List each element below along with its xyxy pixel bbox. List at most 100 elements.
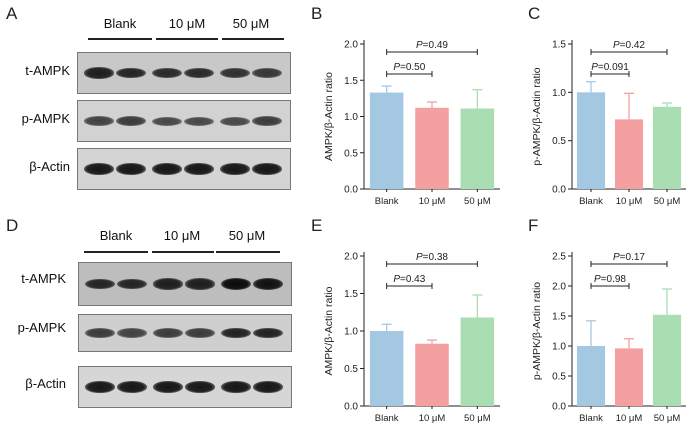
- blot-a-group-bar: [156, 38, 218, 40]
- bar-chart-e-sig-label: P=0.43: [393, 274, 425, 285]
- bar-chart-c-y-tick-label: 0.5: [552, 136, 566, 147]
- bar-chart-c-sig-label: P=0.091: [591, 62, 629, 73]
- blot-band: [85, 328, 116, 338]
- blot-a-membrane-actin: [77, 148, 291, 190]
- blot-d-row-label: β-Actin: [25, 376, 66, 391]
- blot-band: [183, 116, 214, 126]
- bar-chart-e-y-tick-label: 1.0: [344, 327, 358, 338]
- blot-band: [252, 278, 283, 290]
- bar-chart-b-y-tick-label: 1.5: [344, 76, 358, 87]
- bar-chart-b-sig-label: P=0.50: [393, 62, 425, 73]
- blot-d-group-label: 50 μM: [228, 228, 266, 243]
- bar-chart-c-y-label: p-AMPK/β-Actin ratio: [531, 67, 543, 165]
- bar-chart-b-x-tick-label: 50 μM: [464, 196, 491, 207]
- blot-band: [117, 381, 147, 393]
- bar-chart-b-sig-label: P=0.49: [416, 40, 448, 51]
- blot-d-group-label: 10 μM: [163, 228, 201, 243]
- bar-chart-c-bar: [652, 106, 682, 189]
- bar-chart-c-y-tick-label: 1.5: [552, 40, 566, 51]
- bar-chart-e-sig-label: P=0.38: [416, 252, 448, 263]
- blot-band: [84, 67, 115, 79]
- panel-letter-c: C: [528, 4, 541, 23]
- blot-d-membrane-t-ampk: [78, 262, 292, 306]
- panel-letter-e: E: [311, 216, 323, 235]
- blot-band: [117, 328, 147, 338]
- blot-band: [220, 278, 251, 290]
- bar-chart-b-x-tick-label: 10 μM: [419, 196, 446, 207]
- blot-band: [184, 278, 215, 290]
- bar-chart-e-bar: [369, 331, 404, 406]
- blot-band: [116, 67, 146, 79]
- panel-letter-b: B: [311, 4, 323, 23]
- blot-band: [251, 68, 282, 78]
- bar-chart-e-x-tick-label: 50 μM: [464, 413, 491, 424]
- blot-band: [116, 163, 146, 175]
- blot-band: [184, 381, 215, 393]
- bar-chart-b-bar: [460, 108, 495, 189]
- blot-band: [220, 327, 251, 339]
- bar-chart-f-bar: [576, 346, 606, 406]
- bar-chart-f-y-tick-label: 0.5: [552, 372, 566, 383]
- blot-band: [183, 163, 214, 175]
- panel-letter-d: D: [6, 216, 19, 235]
- bar-chart-e-x-tick-label: Blank: [375, 413, 399, 424]
- blot-band: [152, 163, 183, 175]
- bar-chart-f-bar: [652, 314, 682, 406]
- bar-chart-b-y-tick-label: 1.0: [344, 112, 358, 123]
- blot-d-membrane-actin: [78, 366, 292, 408]
- bar-chart-b-y-tick-label: 2.0: [344, 40, 358, 51]
- bar-chart-c-x-tick-label: 50 μM: [654, 196, 681, 207]
- blot-a-group-label: 50 μM: [232, 16, 270, 31]
- bar-chart-f-y-tick-label: 1.5: [552, 312, 566, 323]
- bar-chart-c-y-tick-label: 1.0: [552, 88, 566, 99]
- blot-band: [84, 116, 115, 126]
- blot-a-row-label: p-AMPK: [21, 111, 70, 126]
- bar-chart-f-y-tick-label: 2.0: [552, 282, 566, 293]
- blot-band: [183, 67, 214, 79]
- blot-band: [251, 116, 282, 126]
- bar-chart-f-y-tick-label: 2.5: [552, 252, 566, 263]
- blot-a-group-label: Blank: [103, 16, 137, 31]
- bar-chart-f-x-tick-label: 10 μM: [616, 413, 643, 424]
- blot-a-group-bar: [88, 38, 152, 40]
- blot-band: [220, 381, 251, 393]
- bar-chart-f-x-tick-label: Blank: [579, 413, 603, 424]
- blot-a-group-label: 10 μM: [168, 16, 206, 31]
- blot-d-group-label: Blank: [99, 228, 133, 243]
- blot-d-group-bar: [152, 251, 214, 253]
- blot-d-group-bar: [216, 251, 280, 253]
- blot-d-row-label: p-AMPK: [17, 320, 66, 335]
- bar-chart-c-bar: [614, 119, 644, 189]
- bar-chart-e-bar: [415, 343, 449, 406]
- bar-chart-f-sig-label: P=0.98: [594, 274, 626, 285]
- bar-chart-f: 0.0 0.5 1.0 1.5 2.0 2.5 p-AMPK/β-Actin ratio Bl…: [531, 252, 686, 424]
- bar-chart-c-x-tick-label: 10 μM: [616, 196, 643, 207]
- bar-chart-b-y-tick-label: 0.5: [344, 148, 358, 159]
- blot-a-membrane-p-ampk: [77, 100, 291, 142]
- blot-band: [153, 328, 184, 338]
- bar-chart-c-sig-label: P=0.42: [613, 40, 645, 51]
- blot-d-group-bar: [84, 251, 148, 253]
- bar-chart-c-y-tick-label: 0.0: [552, 185, 566, 196]
- bar-chart-b-x-tick-label: Blank: [375, 196, 399, 207]
- bar-chart-b-y-label: AMPK/β-Actin ratio: [323, 72, 335, 161]
- bar-chart-e-y-label: AMPK/β-Actin ratio: [323, 286, 335, 375]
- bar-chart-b-bar: [415, 107, 449, 189]
- blot-d-row-label: t-AMPK: [21, 271, 66, 286]
- bar-chart-c-x-tick-label: Blank: [579, 196, 603, 207]
- bar-chart-f-y-tick-label: 0.0: [552, 402, 566, 413]
- blot-band: [251, 163, 282, 175]
- blot-band: [184, 328, 215, 338]
- bar-chart-f-bar: [614, 348, 644, 406]
- blot-a-group-bar: [222, 38, 284, 40]
- bar-chart-e-y-tick-label: 0.5: [344, 364, 358, 375]
- bar-chart-e-y-tick-label: 0.0: [344, 402, 358, 413]
- blot-band: [252, 327, 283, 339]
- blot-band: [219, 67, 250, 79]
- blot-d-membrane-p-ampk: [78, 314, 292, 352]
- bar-chart-f-y-label: p-AMPK/β-Actin ratio: [531, 282, 543, 380]
- bar-chart-c-bar: [576, 92, 606, 189]
- panel-letter-a: A: [6, 4, 18, 23]
- panel-letter-f: F: [528, 216, 539, 235]
- blot-band: [153, 278, 184, 290]
